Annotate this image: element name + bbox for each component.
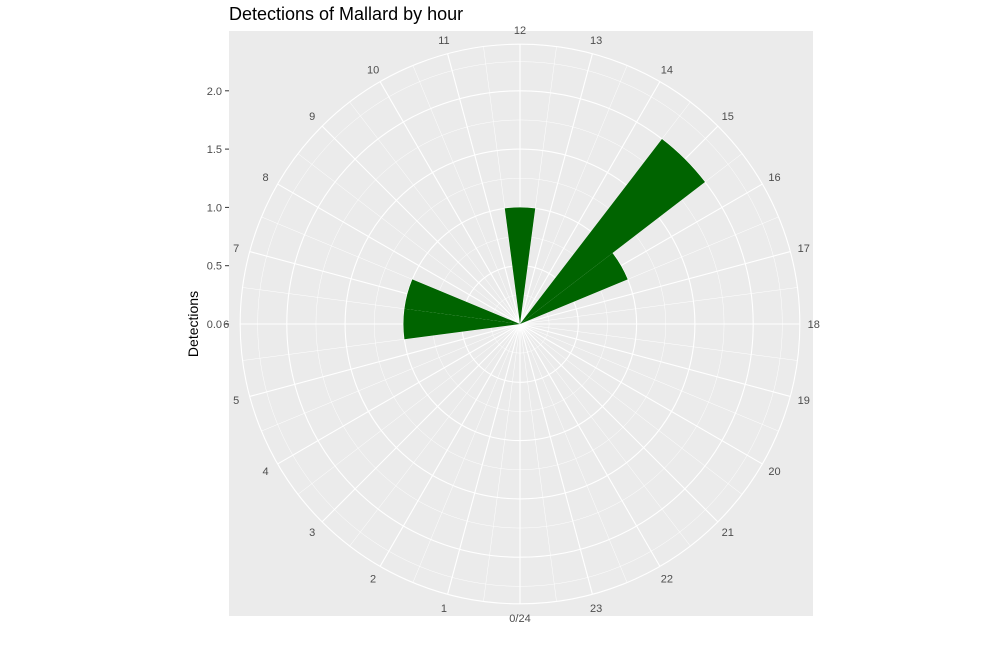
hour-label: 2	[370, 574, 376, 586]
hour-label: 10	[367, 65, 379, 77]
minor-grid-spoke	[519, 323, 743, 495]
bar-hour-7	[404, 279, 520, 324]
hour-label-layer: 0/24123456789101112131415161718192021222…	[223, 25, 820, 625]
hour-label: 7	[233, 243, 239, 255]
major-grid-spoke	[379, 323, 521, 567]
hour-label: 9	[309, 111, 315, 123]
hour-label: 23	[590, 603, 602, 615]
major-grid-spoke	[321, 323, 521, 523]
major-grid-spoke	[519, 81, 661, 325]
hour-label: 12	[514, 25, 526, 37]
y-tick-label: 1.5	[207, 144, 222, 156]
y-axis: 0.0 0.5 1.0 1.5 2.0	[207, 86, 229, 331]
chart-title: Detections of Mallard by hour	[229, 4, 464, 24]
bar-hour-12	[504, 207, 536, 324]
minor-grid-spoke	[483, 323, 521, 602]
major-grid-spoke	[519, 323, 661, 567]
minor-grid-spoke	[519, 216, 779, 325]
hour-label: 1	[441, 603, 447, 615]
hour-label: 18	[808, 319, 820, 331]
minor-grid-spoke	[297, 153, 521, 325]
hour-label: 11	[438, 35, 449, 47]
hour-label: 8	[262, 172, 268, 184]
minor-grid-spoke	[519, 323, 779, 432]
hour-label: 0/24	[509, 613, 530, 625]
minor-grid-spoke	[349, 101, 521, 325]
minor-grid-spoke	[519, 323, 557, 602]
major-grid-spoke	[277, 183, 521, 325]
hour-label: 21	[722, 527, 734, 539]
hour-label: 4	[262, 466, 268, 478]
major-grid-spoke	[379, 81, 521, 325]
y-tick-label: 0.0	[207, 319, 222, 331]
major-grid-spoke	[447, 53, 521, 325]
minor-grid-spoke	[261, 323, 521, 432]
y-axis-title: Detections	[185, 291, 201, 357]
minor-grid-spoke	[519, 287, 798, 325]
major-grid-spoke	[519, 53, 593, 325]
y-tick-label: 0.5	[207, 261, 222, 273]
hour-label: 20	[768, 466, 780, 478]
hour-label: 22	[661, 574, 673, 586]
minor-grid-spoke	[412, 65, 521, 325]
hour-label: 17	[798, 243, 810, 255]
hour-label: 6	[223, 319, 229, 331]
minor-grid-spoke	[412, 323, 521, 583]
major-grid-spoke	[519, 323, 719, 523]
major-grid-spoke	[447, 323, 521, 595]
minor-grid-spoke	[519, 65, 628, 325]
minor-grid-spoke	[297, 323, 521, 495]
y-tick-label: 2.0	[207, 86, 222, 98]
major-grid-spoke	[321, 125, 521, 325]
bar-hour-16	[520, 253, 628, 324]
minor-grid-spoke	[519, 323, 628, 583]
hour-label: 3	[309, 527, 315, 539]
minor-grid-spoke	[349, 323, 521, 547]
hour-label: 13	[590, 35, 602, 47]
hour-label: 19	[798, 395, 810, 407]
major-grid-spoke	[519, 323, 763, 465]
bar-hour-15	[520, 138, 706, 324]
hour-label: 5	[233, 395, 239, 407]
major-grid-spoke	[519, 323, 791, 397]
major-grid-spoke	[277, 323, 521, 465]
major-grid-spoke	[519, 323, 593, 595]
hour-label: 14	[661, 65, 673, 77]
minor-grid-spoke	[519, 323, 798, 361]
major-grid-spoke	[519, 251, 791, 325]
hour-label: 16	[768, 172, 780, 184]
bar-layer	[403, 138, 706, 340]
y-tick-label: 1.0	[207, 202, 222, 214]
grid-layer	[239, 43, 801, 605]
hour-label: 15	[722, 111, 734, 123]
major-grid-spoke	[249, 323, 521, 397]
minor-grid-spoke	[519, 323, 691, 547]
bar-hour-6	[403, 308, 520, 340]
